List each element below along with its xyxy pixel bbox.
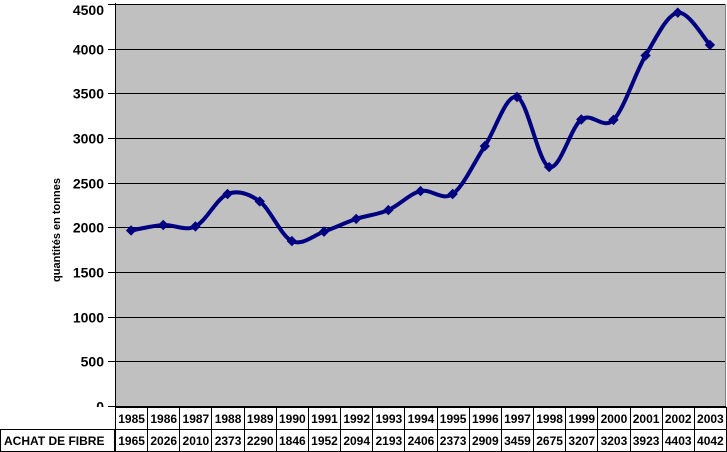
y-tick-label: 3000 bbox=[73, 131, 104, 147]
value-cell: 3203 bbox=[598, 429, 631, 452]
y-tick-label: 4500 bbox=[73, 2, 104, 18]
plot-area-bg bbox=[115, 4, 726, 406]
value-cell: 2406 bbox=[405, 429, 438, 452]
value-cell: 2373 bbox=[437, 429, 470, 452]
data-point-marker bbox=[383, 204, 394, 216]
year-cell: 2002 bbox=[662, 407, 695, 429]
year-cell: 1997 bbox=[501, 407, 535, 429]
series-row-label: ACHAT DE FIBRE bbox=[0, 429, 115, 452]
value-cell: 1965 bbox=[116, 429, 149, 452]
year-cells: 1985 1986 1987 1988 1989 1990 1991 1992 1993 1994… bbox=[115, 407, 727, 429]
y-tick-label: 2000 bbox=[73, 220, 104, 236]
data-point-marker bbox=[254, 196, 265, 207]
value-cell: 1952 bbox=[308, 429, 342, 452]
value-cell: 2193 bbox=[373, 429, 406, 452]
year-cell: 1992 bbox=[341, 407, 374, 429]
line-chart-plot: 0 500 1000 1500 2000 2500 3000 3500 4000 4500 bbox=[73, 2, 727, 408]
year-cell: 1988 bbox=[212, 407, 245, 429]
value-cell: 2373 bbox=[212, 429, 245, 452]
value-cell: 3207 bbox=[566, 429, 599, 452]
data-point-marker bbox=[318, 226, 330, 237]
year-cell: 2001 bbox=[630, 407, 663, 429]
data-point-marker bbox=[608, 114, 619, 126]
y-tick-label: 1000 bbox=[73, 310, 104, 326]
value-cell: 2290 bbox=[244, 429, 277, 452]
data-point-marker bbox=[158, 219, 169, 231]
data-table-value-row: ACHAT DE FIBRE 1965 2026 2010 2373 2290 1846 1… bbox=[0, 429, 727, 452]
data-point-marker bbox=[479, 140, 491, 152]
year-cell: 1995 bbox=[437, 407, 470, 429]
data-point-marker bbox=[447, 188, 458, 200]
value-cell: 2094 bbox=[341, 429, 374, 452]
data-point-marker bbox=[415, 185, 426, 197]
data-point-marker bbox=[640, 50, 651, 61]
year-cell: 1998 bbox=[534, 407, 567, 429]
year-cell: 1999 bbox=[566, 407, 599, 429]
value-cell: 3923 bbox=[630, 429, 663, 452]
value-cell: 2026 bbox=[148, 429, 181, 452]
value-cell: 2010 bbox=[180, 429, 213, 452]
y-tick-label: 1500 bbox=[73, 265, 104, 281]
y-tick-label: 0 bbox=[96, 399, 104, 408]
data-point-marker bbox=[350, 213, 362, 225]
year-cell: 1986 bbox=[148, 407, 181, 429]
value-cell: 2675 bbox=[534, 429, 567, 452]
year-cell: 1989 bbox=[244, 407, 277, 429]
value-cell: 2909 bbox=[469, 429, 502, 452]
y-tick-label: 2500 bbox=[73, 176, 104, 192]
y-axis-title: quantités en tonnes bbox=[51, 178, 63, 282]
year-cell: 1987 bbox=[180, 407, 213, 429]
data-table-corner-spacer bbox=[0, 407, 115, 429]
year-cell: 1994 bbox=[405, 407, 438, 429]
value-cells: 1965 2026 2010 2373 2290 1846 1952 2094 2193 2406… bbox=[115, 429, 727, 452]
year-cell: 1996 bbox=[469, 407, 502, 429]
y-tick-label: 3500 bbox=[73, 86, 104, 102]
data-point-marker bbox=[222, 188, 233, 200]
y-tick-label: 4000 bbox=[73, 42, 104, 58]
year-cell: 1991 bbox=[308, 407, 342, 429]
value-cell: 4042 bbox=[694, 429, 727, 452]
year-cell: 2003 bbox=[694, 407, 727, 429]
data-point-marker bbox=[125, 225, 137, 236]
data-table-year-row: 1985 1986 1987 1988 1989 1990 1991 1992 1993 1994… bbox=[0, 407, 727, 429]
data-point-marker bbox=[672, 7, 683, 18]
year-cell: 2000 bbox=[598, 407, 631, 429]
data-point-marker bbox=[286, 235, 298, 247]
y-tick-label: 500 bbox=[81, 354, 105, 370]
year-cell: 1985 bbox=[116, 407, 149, 429]
year-cell: 1990 bbox=[276, 407, 309, 429]
data-point-marker bbox=[704, 39, 716, 51]
data-point-marker bbox=[190, 221, 201, 232]
data-point-marker bbox=[511, 91, 523, 103]
value-cell: 1846 bbox=[276, 429, 309, 452]
value-cell: 3459 bbox=[501, 429, 535, 452]
data-point-marker bbox=[576, 114, 587, 125]
data-point-marker bbox=[543, 161, 555, 173]
year-cell: 1993 bbox=[373, 407, 406, 429]
value-cell: 4403 bbox=[662, 429, 695, 452]
